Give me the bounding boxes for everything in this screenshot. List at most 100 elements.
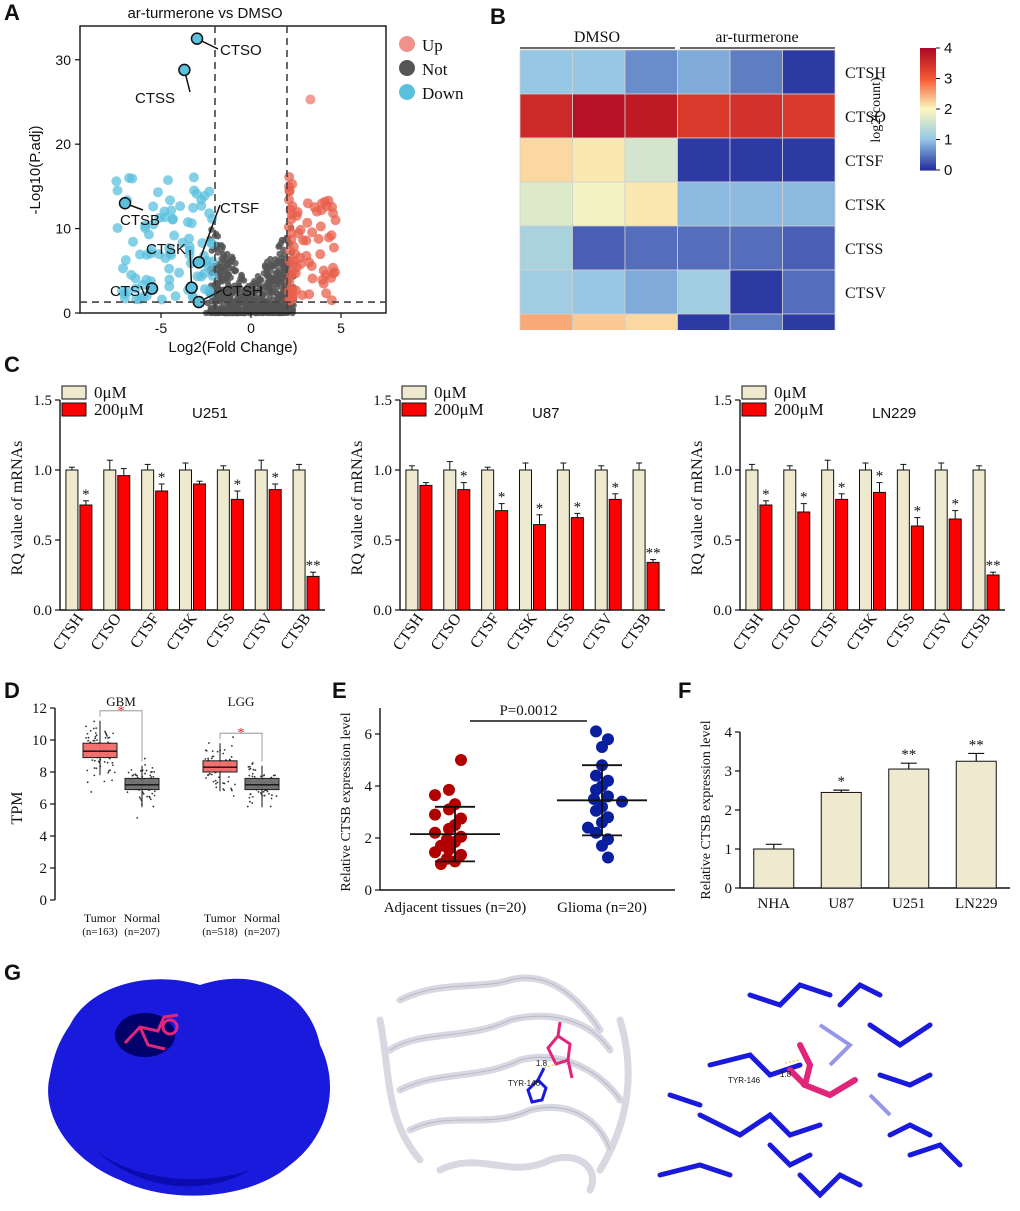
y-tick-label: 10	[32, 733, 47, 749]
colorbar-segment	[920, 119, 936, 122]
not-point	[212, 230, 220, 238]
colorbar-segment	[920, 96, 936, 100]
bar-treat	[797, 511, 811, 611]
jitter-point	[212, 755, 215, 758]
sample-point	[596, 741, 608, 753]
down-point	[164, 263, 175, 274]
jitter-point	[112, 732, 115, 735]
jitter-point	[262, 774, 265, 777]
heatmap-cell	[677, 49, 731, 95]
jitter-point	[130, 769, 133, 771]
jitter-point	[138, 796, 141, 799]
down-point	[116, 285, 127, 296]
colorbar-segment	[920, 98, 936, 102]
jitter-point	[106, 735, 108, 737]
colorbar-segment	[920, 129, 936, 132]
colorbar-segment	[920, 100, 936, 104]
y-tick-label: 8	[40, 765, 48, 781]
down-point	[156, 294, 167, 305]
heatmap-row-label: CTSV	[845, 285, 886, 302]
down-point	[196, 271, 207, 282]
box-n: (n=207)	[244, 926, 280, 938]
x-tick-label: CTSB	[617, 611, 654, 654]
box-label: Tumor	[84, 911, 116, 925]
point-label: CTSV	[110, 283, 150, 300]
not-point	[265, 284, 273, 291]
colorbar-segment	[920, 115, 936, 118]
x-tick-label: CTSK	[163, 610, 201, 654]
volcano-title: ar-turmerone vs DMSO	[127, 5, 282, 22]
jitter-point	[248, 796, 251, 799]
not-point	[268, 279, 275, 286]
jitter-point	[215, 782, 217, 785]
legend-treat-swatch	[401, 402, 427, 417]
y-axis-label: RQ value of mRNAs	[9, 441, 26, 576]
sample-point	[429, 789, 441, 802]
bar-control	[481, 469, 495, 611]
heatmap-cell	[782, 225, 836, 271]
y-tick-label: 0.5	[373, 533, 392, 549]
y-tick-label: 2	[725, 803, 733, 819]
jitter-point	[151, 766, 154, 769]
down-point	[207, 271, 218, 282]
heatmap-cell	[677, 181, 731, 227]
jitter-point	[275, 795, 278, 798]
colorbar-segment	[920, 70, 936, 73]
x-tick-label: CTSH	[730, 610, 768, 654]
group-label-dmso: DMSO	[574, 29, 620, 46]
jitter-point	[222, 782, 225, 785]
up-point	[286, 209, 297, 220]
ligand-surface	[123, 1013, 179, 1051]
colorbar-segment	[920, 111, 936, 114]
up-point	[287, 291, 298, 302]
colorbar-segment	[920, 165, 936, 169]
jitter-point	[144, 764, 147, 766]
bar-control	[65, 469, 79, 611]
jitter-point	[142, 792, 145, 795]
significance-bracket	[219, 732, 263, 762]
jitter-point	[274, 774, 276, 777]
surface-render	[48, 978, 330, 1196]
x-tick-label: CTSH	[390, 610, 428, 654]
significance-mark: *	[118, 704, 125, 719]
bar-control	[103, 469, 117, 611]
residue-label-ribbon: TYR-146	[508, 1079, 541, 1088]
jitter-point	[232, 736, 234, 738]
colorbar-segment	[920, 90, 936, 94]
not-point	[256, 277, 263, 284]
significance-mark: **	[986, 558, 1001, 574]
not-point	[274, 290, 281, 298]
jitter-point	[104, 736, 107, 739]
y-axis-label: Relative CTSB expression level	[699, 720, 714, 899]
jitter-point	[89, 741, 92, 744]
bar-treat	[608, 498, 622, 611]
y-tick-label: 4	[725, 725, 733, 741]
significance-mark: *	[876, 469, 884, 485]
bar-control	[896, 469, 910, 611]
volcano-labels: CTSO CTSS CTSB CTSF CTSK CTSV CTSH	[110, 32, 263, 309]
y-tick-label: 1.0	[373, 463, 392, 479]
ligand-sticks	[787, 1042, 858, 1099]
down-point	[128, 236, 139, 247]
y-tick-label: 0.5	[713, 533, 732, 549]
box-tumor	[82, 742, 118, 759]
bar-treat	[193, 483, 206, 611]
x-tick-label: CTSO	[428, 611, 465, 654]
jitter-point	[218, 776, 220, 779]
jitter-point	[94, 732, 97, 734]
up-point	[318, 265, 329, 276]
jitter-point	[251, 775, 254, 778]
up-point	[307, 227, 318, 238]
jitter-point	[86, 769, 89, 772]
heatmap-colorbar: 0 1 2 3 4	[920, 40, 952, 179]
jitter-point	[113, 771, 116, 774]
significance-mark: *	[271, 470, 279, 486]
x-tick-label: CTSK	[503, 610, 541, 654]
heatmap-cell	[677, 225, 731, 271]
y-tick-label: 2	[365, 831, 373, 847]
down-point	[188, 202, 199, 213]
labeled-point	[192, 256, 206, 269]
jitter-point	[91, 759, 94, 762]
down-point	[153, 249, 164, 260]
down-point	[205, 288, 216, 299]
